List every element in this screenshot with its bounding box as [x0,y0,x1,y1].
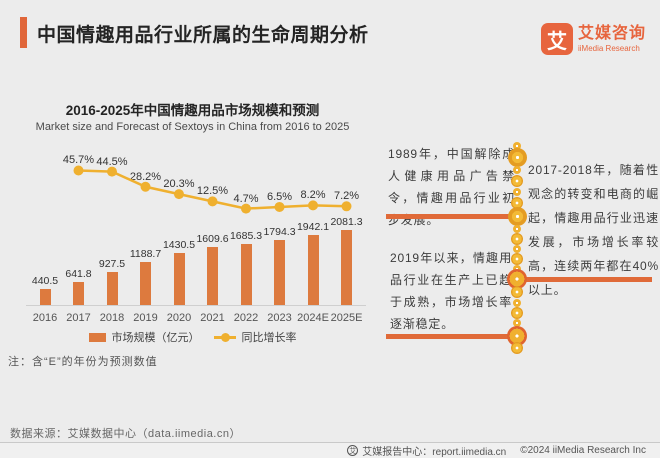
data-source-text: 数据来源：艾媒数据中心（data.iimedia.cn） [10,428,241,440]
timeline-event-2017-2018: 2017-2018年，随着性观念的转变和电商的崛起，情趣用品行业迅速发展，市场增… [528,163,659,297]
logo-name-cn: 艾媒咨询 [577,24,646,42]
growth-rate-label: 45.7% [62,154,95,167]
timeline-connector-left-2 [386,334,516,339]
timeline-dot [513,245,521,253]
chart-legend: 市场规模（亿元） 同比增长率 [5,329,380,345]
legend-item-market-size: 市场规模（亿元） [88,329,200,345]
imedia-logo: 艾 艾媒咨询 iiMedia Research [540,23,646,55]
timeline-dot [511,233,523,245]
bar-value-label: 927.5 [98,257,126,270]
x-tick-label: 2024E [297,312,329,324]
line-dot [241,203,251,214]
bar-2025E [341,230,352,305]
timeline-dot [511,197,523,209]
bar-2022 [240,244,252,305]
title-accent-bar [20,17,27,48]
chart-subtitle: Market size and Forecast of Sextoys in C… [35,121,350,133]
bar-value-label: 1430.5 [162,239,196,252]
x-tick-label: 2023 [267,312,292,324]
x-tick-label: 2016 [32,312,58,324]
timeline-dot [511,307,523,319]
line-dot [73,165,84,176]
x-tick-label: 2022 [233,312,259,324]
line-dot [107,166,117,177]
timeline-dot [513,299,521,307]
growth-rate-label: 7.2% [333,190,360,203]
bar-2019 [140,262,151,305]
timeline-event-2019: 2019年以来，情趣用品行业在生产上已趋于成熟，市场增长率逐渐稳定。 [390,251,512,331]
bar-value-label: 1188.7 [129,248,162,261]
timeline-dot [507,206,527,226]
line-series-marker [213,332,236,342]
bar-2016 [39,289,51,305]
imedia-globe-icon: 艾 [347,445,359,456]
line-dot [140,181,151,192]
bar-2023 [274,240,285,305]
timeline-event-1989: 1989年，中国解除成人健康用品广告禁令，情趣用品行业初步发展。 [388,147,515,227]
bar-2020 [173,253,185,305]
bar-2018 [106,271,118,305]
timeline-dot [513,319,521,327]
timeline-connector-left-1 [386,214,516,219]
report-center: 艾 艾媒报告中心：report.iimedia.cn [347,443,506,458]
bar-value-label: 440.5 [31,275,59,288]
bar-value-label: 2081.3 [330,216,363,228]
bar-2024E [307,235,319,305]
x-tick-label: 2025E [330,312,363,324]
line-dot [274,201,285,212]
bar-value-label: 641.8 [65,267,92,280]
report-center-text: 艾媒报告中心：report.iimedia.cn [362,447,507,458]
legend-item-growth-rate: 同比增长率 [213,329,297,345]
imedia-logo-icon: 艾 [540,23,573,55]
bar-series-swatch [88,332,106,342]
growth-rate-label: 44.5% [96,155,128,168]
bar-value-label: 1794.3 [263,226,296,239]
timeline-dot [513,188,521,196]
x-tick-label: 2021 [200,312,225,324]
x-tick-label: 2018 [99,312,125,324]
timeline-dot [507,147,527,167]
copyright-text: ©2024 iiMedia Research Inc [520,445,646,456]
line-dot [207,196,218,207]
timeline-dot [513,166,521,174]
timeline-dot [507,269,527,289]
line-dot [341,201,352,212]
timeline-dot [513,225,521,233]
chart-title: 2016-2025年中国情趣用品市场规模和预测 [65,103,320,118]
legend-bar-label: 市场规模（亿元） [111,332,200,344]
bar-value-label: 1942.1 [296,221,330,234]
x-tick-label: 2020 [166,312,192,324]
x-axis-line [26,305,366,306]
line-dot [308,200,318,211]
logo-name-en: iiMedia Research [577,43,640,53]
bar-value-label: 1609.6 [196,232,229,245]
timeline-dot [511,286,523,298]
line-dot [174,189,184,200]
timeline-dot [511,253,523,265]
timeline-dot [507,326,527,346]
bar-2021 [207,246,218,305]
page-title: 中国情趣用品行业所属的生命周期分析 [37,25,369,46]
x-tick-label: 2019 [133,312,158,324]
timeline-connector-right [520,277,652,282]
timeline-dot [513,142,521,150]
x-tick-label: 2017 [66,312,91,324]
timeline-dot [511,175,523,187]
timeline-dot [511,342,523,354]
legend-line-label: 同比增长率 [241,332,297,344]
bar-2017 [73,281,84,305]
bar-value-label: 1685.3 [229,230,263,243]
chart-note: 注：含“E”的年份为预测数值 [8,356,158,368]
footer-bar: 艾 艾媒报告中心：report.iimedia.cn ©2024 iiMedia… [0,442,660,458]
